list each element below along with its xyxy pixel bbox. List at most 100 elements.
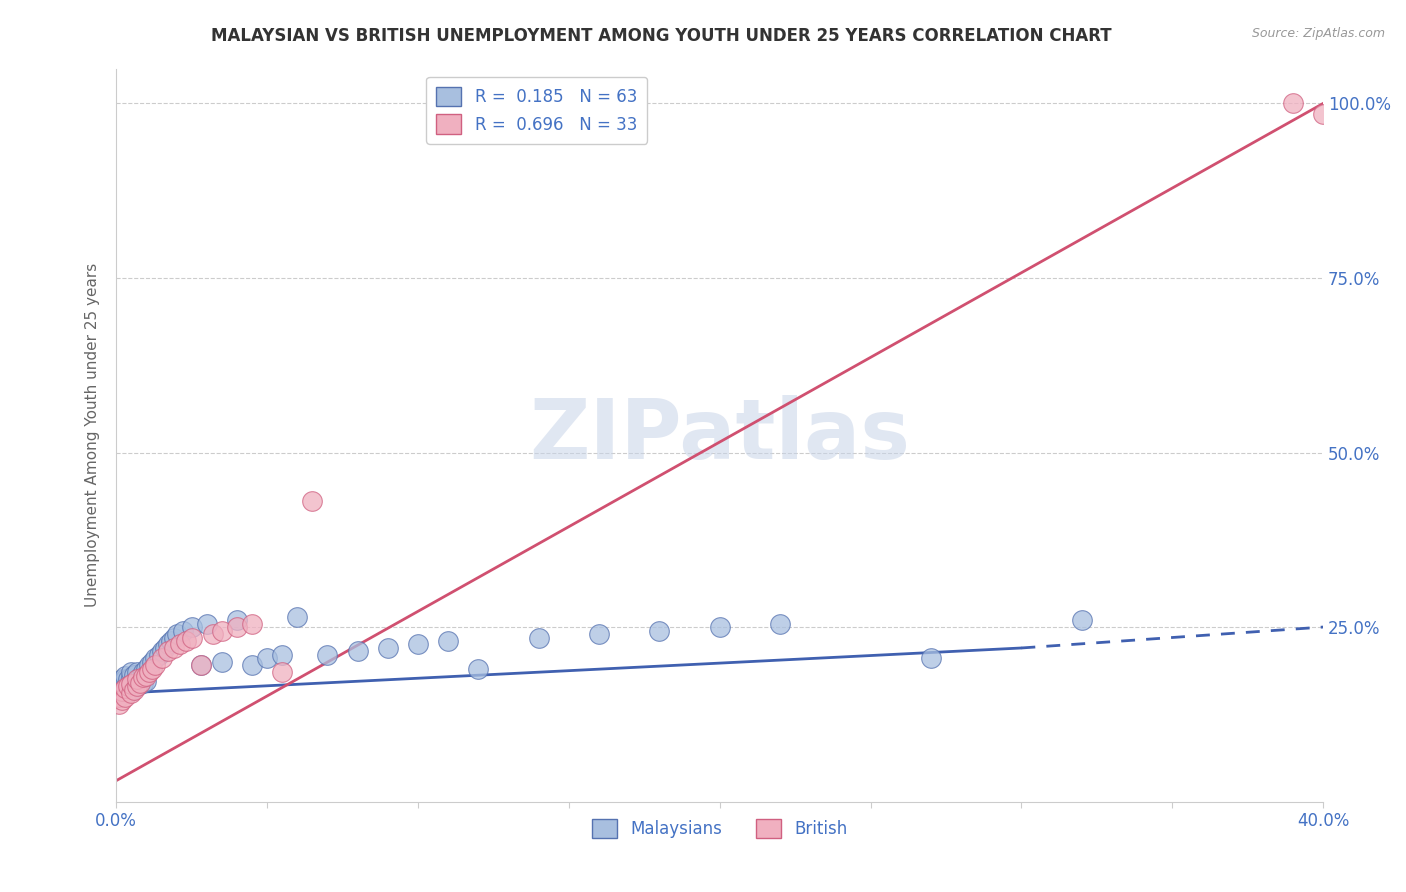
Point — [285, 609, 308, 624]
Point — [129, 677, 152, 691]
Point — [111, 693, 134, 707]
Point — [114, 690, 136, 704]
Point — [111, 673, 134, 687]
Point — [156, 644, 179, 658]
Point — [124, 667, 146, 681]
Point — [120, 677, 142, 691]
Point — [114, 684, 136, 698]
Point — [114, 669, 136, 683]
Point — [120, 684, 142, 698]
Point — [240, 616, 263, 631]
Point — [114, 679, 136, 693]
Point — [271, 648, 294, 662]
Point — [127, 679, 149, 693]
Point — [129, 676, 152, 690]
Point — [1282, 96, 1305, 111]
Point — [169, 638, 191, 652]
Point — [180, 620, 202, 634]
Point — [271, 665, 294, 680]
Point — [172, 624, 194, 638]
Point — [166, 627, 188, 641]
Point — [195, 616, 218, 631]
Point — [111, 679, 134, 693]
Point — [127, 679, 149, 693]
Point — [162, 640, 184, 655]
Point — [127, 673, 149, 687]
Text: Source: ZipAtlas.com: Source: ZipAtlas.com — [1251, 27, 1385, 40]
Text: MALAYSIAN VS BRITISH UNEMPLOYMENT AMONG YOUTH UNDER 25 YEARS CORRELATION CHART: MALAYSIAN VS BRITISH UNEMPLOYMENT AMONG … — [211, 27, 1111, 45]
Point — [135, 674, 157, 689]
Point — [467, 662, 489, 676]
Point — [437, 634, 460, 648]
Point — [132, 676, 155, 690]
Point — [135, 662, 157, 676]
Point — [159, 634, 181, 648]
Point — [256, 651, 278, 665]
Legend: Malaysians, British: Malaysians, British — [585, 812, 853, 845]
Point — [120, 686, 142, 700]
Point — [346, 644, 368, 658]
Point — [406, 638, 429, 652]
Point — [108, 676, 131, 690]
Point — [111, 684, 134, 698]
Point — [117, 682, 139, 697]
Point — [527, 631, 550, 645]
Point — [108, 682, 131, 697]
Point — [132, 670, 155, 684]
Point — [129, 670, 152, 684]
Point — [190, 658, 212, 673]
Point — [138, 658, 160, 673]
Point — [162, 631, 184, 645]
Point — [127, 665, 149, 680]
Point — [211, 655, 233, 669]
Point — [145, 658, 167, 673]
Point — [135, 669, 157, 683]
Point — [1312, 107, 1334, 121]
Point — [769, 616, 792, 631]
Point — [709, 620, 731, 634]
Point — [120, 670, 142, 684]
Point — [301, 494, 323, 508]
Point — [117, 677, 139, 691]
Point — [127, 673, 149, 687]
Point — [150, 644, 173, 658]
Point — [150, 651, 173, 665]
Point — [108, 697, 131, 711]
Point — [120, 677, 142, 691]
Point — [226, 620, 249, 634]
Point — [240, 658, 263, 673]
Point — [111, 676, 134, 690]
Point — [148, 648, 170, 662]
Point — [108, 686, 131, 700]
Point — [1070, 613, 1092, 627]
Point — [117, 673, 139, 687]
Point — [316, 648, 339, 662]
Y-axis label: Unemployment Among Youth under 25 years: Unemployment Among Youth under 25 years — [86, 263, 100, 607]
Point — [190, 658, 212, 673]
Point — [156, 638, 179, 652]
Point — [920, 651, 942, 665]
Point — [201, 627, 224, 641]
Point — [648, 624, 671, 638]
Point — [124, 681, 146, 696]
Point — [120, 665, 142, 680]
Point — [211, 624, 233, 638]
Point — [124, 682, 146, 697]
Point — [114, 681, 136, 696]
Point — [111, 686, 134, 700]
Point — [226, 613, 249, 627]
Point — [114, 673, 136, 687]
Point — [145, 651, 167, 665]
Point — [153, 640, 176, 655]
Text: ZIPatlas: ZIPatlas — [529, 394, 910, 475]
Point — [108, 690, 131, 704]
Point — [124, 674, 146, 689]
Point — [180, 631, 202, 645]
Point — [132, 665, 155, 680]
Point — [174, 634, 197, 648]
Point — [138, 665, 160, 680]
Point — [377, 640, 399, 655]
Point — [117, 679, 139, 693]
Point — [141, 662, 163, 676]
Point — [588, 627, 610, 641]
